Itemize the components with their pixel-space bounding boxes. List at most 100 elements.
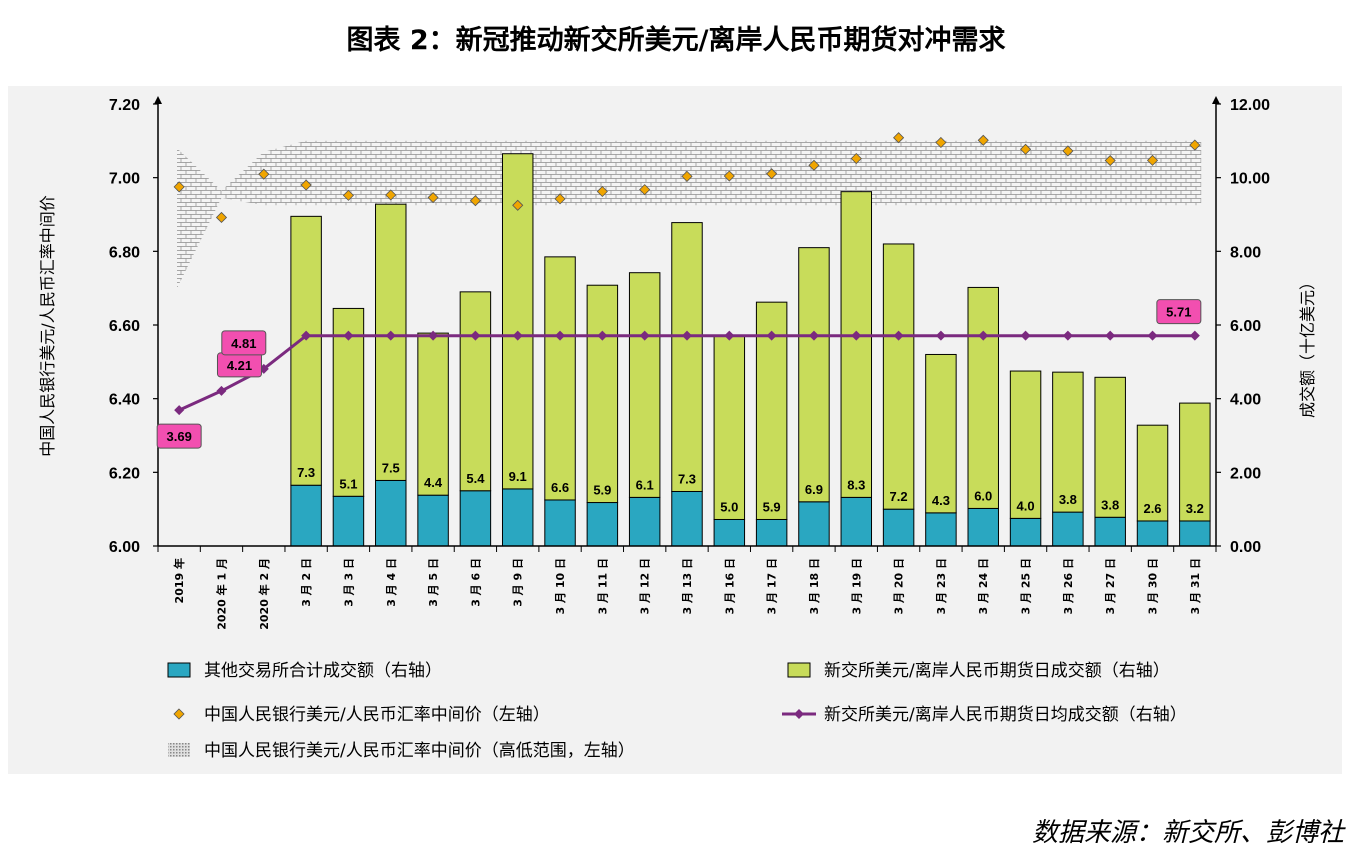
fixing-rate-point — [935, 136, 947, 149]
rate-range-band — [177, 140, 1202, 289]
average-volume-marker — [216, 385, 227, 396]
average-volume-marker — [1020, 330, 1031, 341]
average-volume-marker — [893, 330, 904, 341]
sgx-futures-bar — [290, 215, 322, 486]
category-label: 3 月 12 日 — [639, 558, 652, 614]
category-label: 3 月 17 日 — [766, 558, 779, 614]
sgx-futures-bar — [544, 256, 576, 501]
sgx-bar-value-label: 7.5 — [382, 460, 400, 475]
fixing-rate-point — [1104, 154, 1116, 167]
fixing-rate-point — [469, 195, 481, 207]
other-exchanges-bar — [459, 490, 492, 547]
sgx-futures-bar — [967, 286, 999, 509]
right-tick-label: 0.00 — [1230, 539, 1261, 556]
legend-label: 中国人民银行美元/人民币汇率中间价（高低范围，左轴） — [204, 741, 635, 761]
category-label: 2019 年 — [172, 558, 186, 603]
sgx-bar-value-label: 6.0 — [974, 488, 992, 503]
chart: 6.00 6.20 6.40 6.60 6.80 7.00 7.20 0.00 2.00 4.00… — [38, 96, 1317, 761]
fixing-rate-point — [766, 168, 778, 180]
average-volume-marker — [597, 330, 608, 341]
other-exchanges-bar — [332, 495, 365, 547]
right-tick-label: 10.00 — [1230, 171, 1270, 188]
legend-swatch-sgx — [787, 662, 811, 678]
sgx-bar-value-label: 5.9 — [593, 483, 611, 498]
category-label: 3 月 3 日 — [342, 558, 355, 607]
category-label: 3 月 24 日 — [977, 558, 990, 614]
other-exchanges-bar — [882, 508, 915, 547]
other-exchanges-bar — [417, 494, 449, 547]
left-tick-label: 6.40 — [109, 392, 140, 409]
category-label: 3 月 26 日 — [1062, 558, 1075, 614]
average-volume-marker — [639, 330, 650, 341]
fixing-rate-point — [258, 168, 270, 180]
other-exchanges-bar — [713, 518, 746, 547]
average-line-layer — [174, 330, 1200, 416]
sgx-futures-bar — [840, 191, 873, 498]
left-tick-label: 7.20 — [109, 97, 140, 114]
fixing-rate-point — [808, 159, 820, 171]
fixing-rate-point — [596, 185, 608, 198]
category-label: 2020 年 2 月 — [257, 558, 271, 630]
left-tick-label: 6.00 — [109, 539, 140, 556]
other-exchanges-bar — [1009, 517, 1042, 547]
fixing-rate-point — [215, 211, 228, 224]
fixing-rate-point — [1062, 145, 1074, 157]
sgx-bar-value-label: 4.3 — [932, 493, 950, 508]
sgx-bar-value-label: 5.9 — [763, 499, 781, 514]
sgx-bar-value-label: 5.4 — [466, 471, 485, 486]
sgx-bar-value-label: 7.2 — [890, 489, 908, 504]
other-exchanges-bar — [586, 502, 619, 547]
chart-panel: 6.00 6.20 6.40 6.60 6.80 7.00 7.20 0.00 2.00 4.00… — [8, 86, 1342, 774]
average-volume-marker — [766, 330, 777, 341]
sgx-bar-value-label: 6.9 — [805, 482, 823, 497]
other-exchanges-bar — [840, 496, 873, 547]
right-axis-title: 成交额（十亿美元） — [1298, 274, 1317, 418]
other-exchanges-bar — [798, 501, 830, 547]
fixing-rate-point — [1019, 143, 1032, 155]
category-label: 3 月 23 日 — [935, 558, 948, 614]
sgx-futures-bar — [459, 291, 492, 492]
fixing-rate-point — [723, 170, 735, 182]
other-exchanges-bar — [967, 507, 999, 547]
left-tick-label: 6.20 — [109, 465, 140, 482]
sgx-bar-value-label: 3.2 — [1186, 501, 1204, 516]
fixing-rate-point — [1189, 139, 1201, 151]
sgx-bar-value-label: 2.6 — [1143, 501, 1161, 516]
left-tick-label: 6.60 — [109, 318, 140, 335]
right-axis-arrow — [1212, 96, 1220, 104]
average-volume-marker — [808, 330, 819, 341]
legend-swatch-range — [168, 743, 190, 757]
other-exchanges-bar — [501, 488, 534, 547]
category-label: 3 月 20 日 — [893, 558, 906, 614]
other-exchanges-bar — [925, 512, 957, 547]
right-tick-label: 8.00 — [1230, 244, 1261, 261]
average-volume-marker — [1105, 330, 1116, 341]
average-volume-marker — [174, 405, 185, 416]
left-tick-label: 6.80 — [109, 244, 140, 261]
sgx-futures-bar — [1009, 370, 1042, 519]
sgx-futures-bar — [1052, 371, 1084, 513]
category-label: 3 月 25 日 — [1020, 558, 1033, 614]
bars-layer — [290, 153, 1211, 547]
rate-points-layer — [173, 132, 1201, 224]
sgx-bar-value-label: 5.1 — [339, 476, 357, 491]
category-label: 3 月 4 日 — [385, 558, 398, 607]
fixing-rate-point — [300, 179, 312, 191]
legend-label: 新交所美元/离岸人民币期货日成交额（右轴） — [824, 661, 1170, 681]
average-volume-marker — [555, 330, 566, 341]
average-volume-marker — [470, 330, 481, 341]
average-value-label: 4.81 — [231, 336, 256, 351]
sgx-bar-value-label: 8.3 — [847, 477, 865, 492]
category-label: 3 月 6 日 — [469, 558, 482, 607]
axes-layer: 6.00 6.20 6.40 6.60 6.80 7.00 7.20 0.00 2.00 4.00… — [38, 96, 1317, 630]
source-note: 数据来源：新交所、彭博社 — [1031, 818, 1344, 848]
category-label: 3 月 9 日 — [512, 558, 525, 607]
average-volume-marker — [935, 330, 946, 341]
sgx-futures-bar — [1179, 402, 1211, 522]
sgx-bar-value-label: 6.6 — [551, 480, 569, 495]
average-volume-marker — [385, 330, 396, 341]
sgx-futures-bar — [586, 284, 619, 504]
average-volume-marker — [343, 330, 354, 341]
fixing-rate-point — [977, 134, 989, 146]
sgx-futures-bar — [925, 353, 957, 514]
